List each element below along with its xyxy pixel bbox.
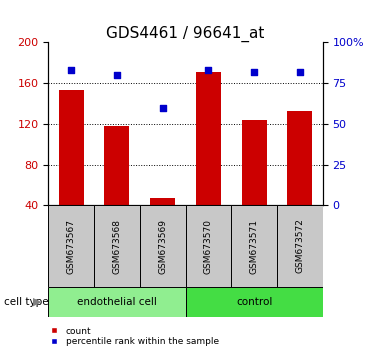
Bar bbox=[48, 205, 94, 287]
Legend: count, percentile rank within the sample: count, percentile rank within the sample bbox=[42, 323, 223, 349]
Point bbox=[68, 67, 74, 73]
Point bbox=[297, 69, 303, 75]
Text: endothelial cell: endothelial cell bbox=[77, 297, 157, 307]
Point bbox=[114, 72, 120, 78]
Title: GDS4461 / 96641_at: GDS4461 / 96641_at bbox=[106, 26, 265, 42]
Bar bbox=[277, 205, 323, 287]
Bar bbox=[104, 126, 129, 205]
Bar bbox=[59, 90, 84, 205]
Bar bbox=[196, 72, 221, 205]
Text: GSM673570: GSM673570 bbox=[204, 218, 213, 274]
Bar bbox=[231, 205, 277, 287]
Text: GSM673567: GSM673567 bbox=[67, 218, 76, 274]
Point bbox=[160, 105, 165, 110]
Text: ▶: ▶ bbox=[33, 297, 42, 307]
Text: GSM673568: GSM673568 bbox=[112, 218, 121, 274]
Bar bbox=[94, 205, 140, 287]
Bar bbox=[150, 198, 175, 205]
Point bbox=[206, 67, 211, 73]
Text: cell type: cell type bbox=[4, 297, 48, 307]
Text: GSM673569: GSM673569 bbox=[158, 218, 167, 274]
Text: GSM673572: GSM673572 bbox=[295, 218, 304, 274]
Bar bbox=[242, 120, 267, 205]
Text: GSM673571: GSM673571 bbox=[250, 218, 259, 274]
Bar bbox=[287, 111, 312, 205]
Bar bbox=[140, 205, 186, 287]
Bar bbox=[48, 287, 186, 317]
Bar bbox=[186, 205, 231, 287]
Bar bbox=[186, 287, 323, 317]
Point bbox=[251, 69, 257, 75]
Text: control: control bbox=[236, 297, 272, 307]
